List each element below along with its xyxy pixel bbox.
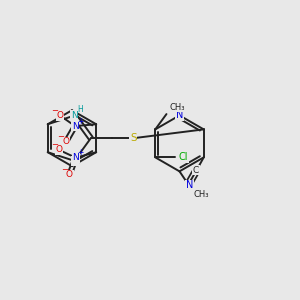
Text: N: N — [176, 110, 183, 120]
Text: Cl: Cl — [179, 152, 188, 162]
Text: O: O — [56, 146, 63, 154]
Text: N: N — [186, 180, 194, 190]
Text: C: C — [193, 166, 199, 175]
Text: N: N — [72, 153, 79, 162]
Text: S: S — [130, 133, 136, 143]
Text: −: − — [57, 132, 64, 141]
Text: CH₃: CH₃ — [169, 103, 185, 112]
Text: O: O — [57, 111, 64, 120]
Text: N: N — [72, 156, 78, 165]
Text: H: H — [77, 105, 83, 114]
Text: O: O — [66, 170, 73, 179]
Text: N: N — [72, 122, 79, 130]
Text: −: − — [51, 140, 58, 149]
Text: CH₃: CH₃ — [193, 190, 209, 199]
Text: +: + — [77, 117, 83, 126]
Text: N: N — [71, 111, 78, 120]
Text: +: + — [77, 148, 84, 157]
Text: −: − — [61, 165, 68, 174]
Text: −: − — [52, 106, 58, 115]
Text: O: O — [62, 137, 69, 146]
